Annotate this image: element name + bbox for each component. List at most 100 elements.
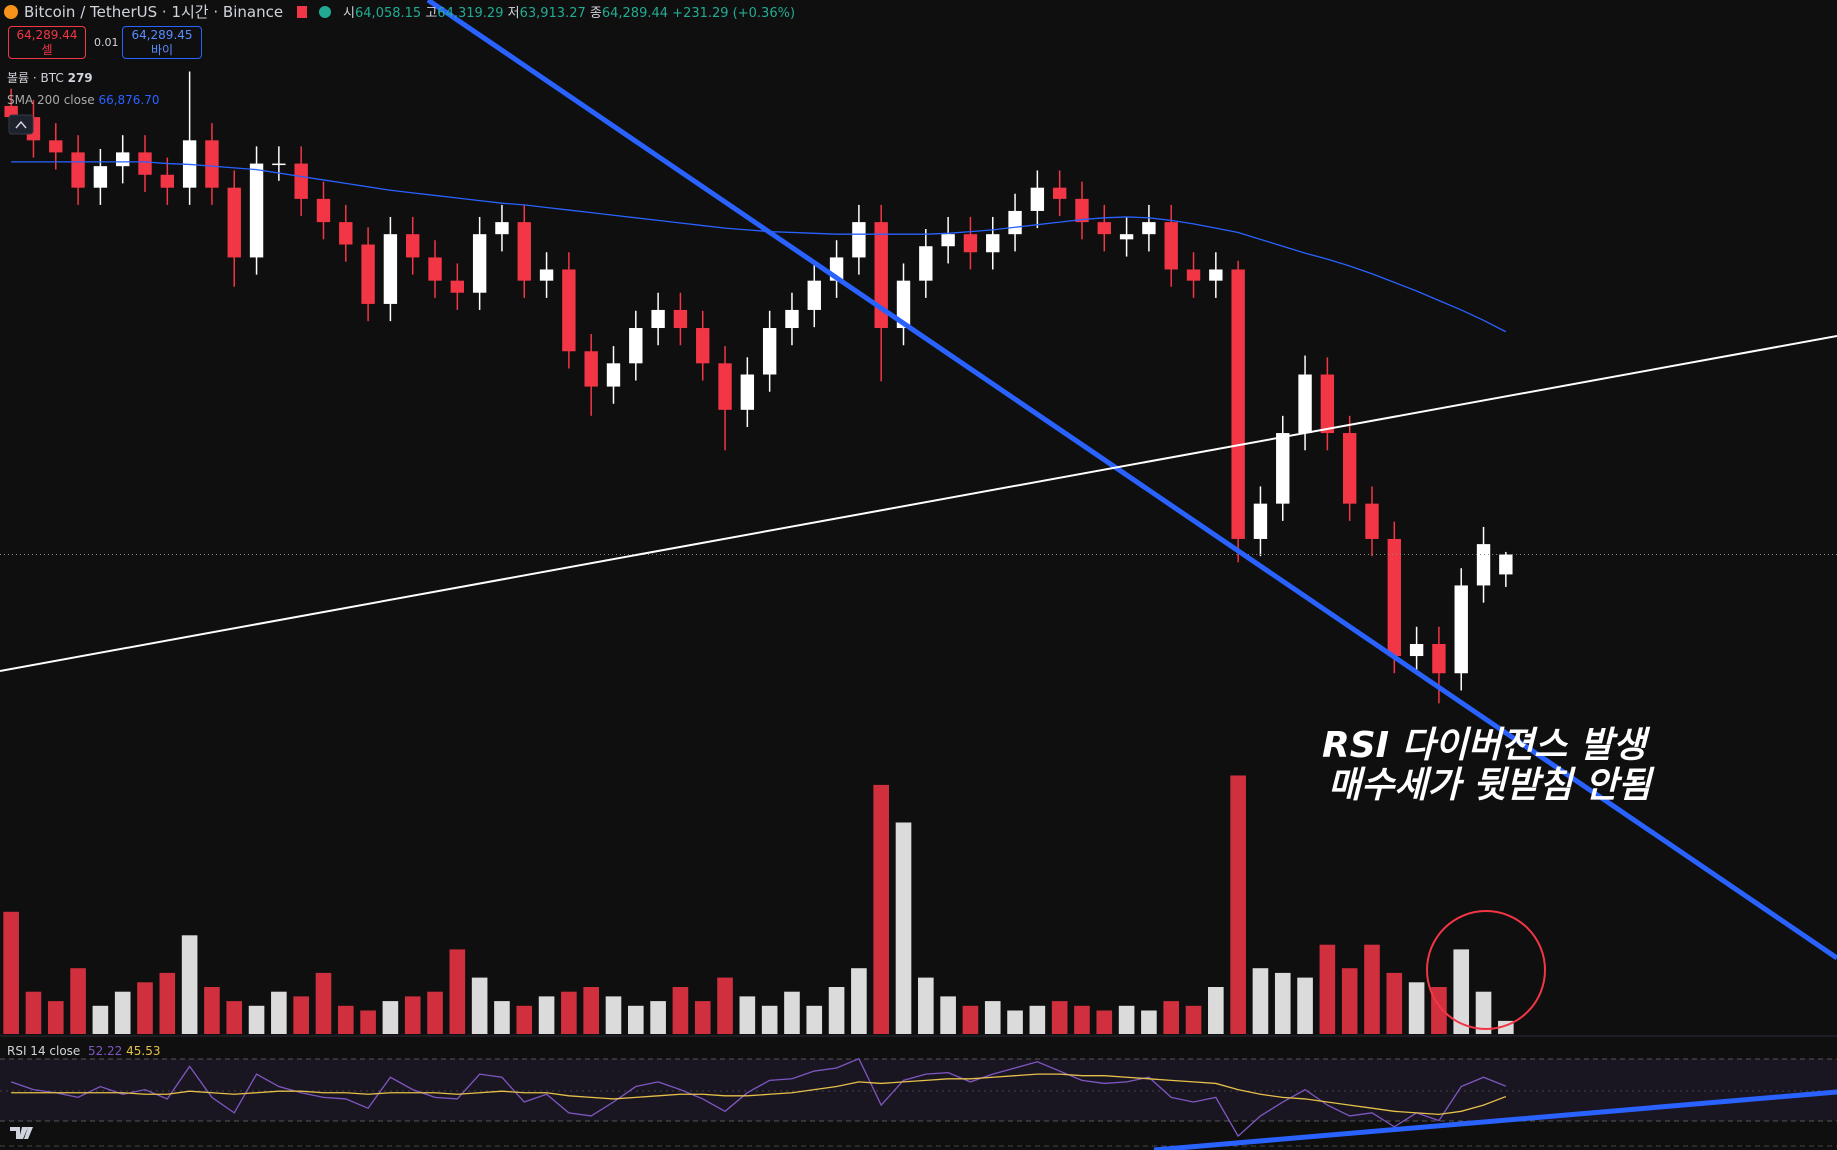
volume-bar — [494, 1001, 510, 1034]
candle-body — [1008, 210, 1022, 235]
candle-body — [762, 328, 777, 375]
sma-value: 66,876.70 — [98, 93, 160, 107]
symbol[interactable]: Bitcoin / TetherUS · 1시간 · Binance — [24, 3, 284, 21]
status-dot — [319, 5, 332, 18]
volume-name: 볼륨 · BTC — [7, 71, 64, 85]
volume-bar — [739, 996, 756, 1034]
volume-bar — [92, 1005, 109, 1034]
volume-bar — [47, 1001, 64, 1034]
candle-body — [1432, 643, 1446, 674]
sma-line — [11, 161, 1507, 333]
candle-body — [1119, 234, 1134, 240]
candle-body — [919, 246, 933, 281]
candle-body — [1164, 222, 1178, 270]
volume-bar — [114, 991, 131, 1034]
volume-bar — [1319, 944, 1336, 1034]
candle-body — [272, 163, 286, 166]
volume-bar — [70, 968, 86, 1034]
volume-bar — [1074, 1005, 1090, 1034]
candle-body — [495, 222, 509, 235]
candle-body — [1142, 222, 1156, 235]
candle-body — [785, 309, 799, 329]
candle-body — [4, 105, 18, 118]
sell-price: 64,289.44 — [16, 28, 78, 42]
header: Bitcoin / TetherUS · 1시간 · Binance 시64,0… — [4, 1, 795, 22]
candle-body — [963, 234, 978, 253]
ohlc-label: 고 — [425, 6, 438, 21]
volume-bar — [360, 1010, 376, 1034]
candle-body — [1409, 643, 1424, 657]
rsi-name: RSI 14 close — [7, 1044, 81, 1058]
candle-body — [450, 280, 465, 293]
candle-body — [673, 309, 688, 329]
candle-body — [986, 234, 1000, 253]
rsi-line — [10, 1057, 1507, 1138]
candle-body — [1231, 269, 1245, 539]
trend-line — [0, 335, 1837, 672]
volume-bar — [828, 987, 845, 1034]
volume-bar — [181, 935, 198, 1034]
volume-bar — [1230, 775, 1246, 1034]
candle-body — [1276, 433, 1290, 504]
candle-body — [1320, 374, 1335, 434]
candle-body — [361, 244, 375, 304]
volume-bar — [1163, 1001, 1180, 1034]
volume-bar — [159, 972, 176, 1034]
sma-name: SMA 200 close — [7, 93, 95, 107]
sell-button[interactable]: 64,289.44 셀 — [8, 26, 86, 59]
volume-bar — [940, 996, 956, 1034]
ohlc-value: 64,319.29 — [437, 6, 504, 21]
rsi-legend: RSI 14 close 52.22 45.53 — [7, 1044, 161, 1058]
volume-bar — [1141, 1010, 1157, 1034]
volume-bar — [471, 977, 488, 1034]
candle-body — [651, 309, 665, 329]
volume-bar — [1185, 1005, 1202, 1034]
candle-body — [1342, 433, 1357, 504]
volume-bar — [25, 991, 42, 1034]
volume-bar — [672, 987, 689, 1034]
volume-bar — [449, 949, 466, 1034]
collapse-button[interactable] — [8, 114, 34, 135]
volume-bar — [1386, 972, 1403, 1034]
candle-body — [49, 140, 63, 153]
logo — [10, 1127, 33, 1139]
candle-body — [1253, 503, 1268, 539]
volume-bar — [1029, 1005, 1046, 1034]
volume-bar — [137, 982, 153, 1034]
candle-body — [584, 351, 598, 387]
rsi-ma-value: 45.53 — [126, 1044, 161, 1058]
volume-bar — [627, 1005, 644, 1034]
candle-body — [1209, 269, 1223, 281]
volume-bar — [1252, 968, 1269, 1034]
candle-body — [1052, 187, 1067, 199]
buy-price: 64,289.45 — [131, 28, 193, 42]
volume-bar — [962, 1005, 979, 1034]
candle-body — [205, 140, 219, 188]
volume-bar — [1453, 949, 1470, 1034]
candle-body — [227, 187, 241, 258]
volume-bar — [851, 968, 867, 1034]
volume-bar — [694, 1001, 711, 1034]
candle-body — [472, 234, 487, 293]
volume-bar — [404, 996, 421, 1034]
candle-body — [383, 234, 398, 304]
volume-bar — [583, 987, 599, 1034]
candle-body — [93, 166, 108, 188]
candle-body — [1186, 269, 1201, 281]
candle-body — [316, 198, 331, 223]
candle-body — [517, 222, 531, 281]
volume-bar — [918, 977, 934, 1034]
volume-bar — [1118, 1005, 1135, 1034]
flag-icon[interactable] — [297, 5, 308, 18]
candle-body — [539, 269, 554, 281]
sma-legend: SMA 200 close 66,876.70 — [7, 93, 160, 107]
volume-bar — [806, 1005, 823, 1034]
volume-bar — [717, 977, 733, 1034]
volume-bar — [784, 991, 800, 1034]
buy-button[interactable]: 64,289.45 바이 — [122, 26, 202, 59]
annotation: 매수세가 뒷받침 안됨 — [1328, 765, 1652, 806]
candle-body — [852, 222, 866, 258]
candle-body — [941, 234, 955, 247]
candle-body — [71, 152, 85, 188]
volume-bar — [516, 1005, 533, 1034]
